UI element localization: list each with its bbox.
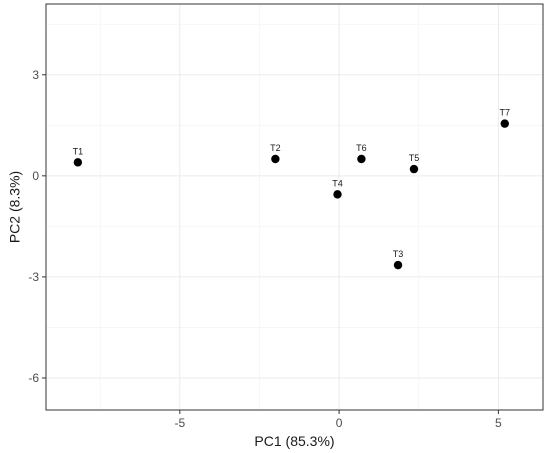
data-point-t7 (500, 119, 509, 128)
data-point-t6 (357, 154, 366, 164)
data-point-t5 (409, 164, 419, 174)
point-labels: T1 T2 T3 T4 T5 T6 T7 (73, 108, 510, 260)
y-tick-label: -3 (28, 270, 39, 284)
minor-gridlines (46, 4, 543, 410)
y-axis-title: PC2 (8.3%) (7, 171, 23, 243)
plot-panel (46, 4, 543, 410)
data-point-t2 (271, 154, 280, 164)
x-axis-title: PC1 (85.3%) (254, 433, 334, 449)
plot-border (45, 3, 544, 411)
data-points (73, 119, 509, 270)
y-tick-label: -6 (28, 371, 39, 385)
x-tick-label: 0 (336, 416, 343, 430)
y-tick-label: 0 (32, 169, 39, 183)
point-label-t6: T6 (356, 143, 367, 153)
data-point-t3 (393, 260, 403, 270)
point-label-t1: T1 (73, 146, 84, 156)
data-point-t1 (73, 158, 83, 167)
data-point-t4 (333, 190, 342, 199)
point-label-t5: T5 (409, 153, 420, 163)
x-tick-label: 5 (495, 416, 502, 430)
point-label-t4: T4 (332, 178, 343, 188)
axis-ticks (42, 74, 499, 414)
point-label-t7: T7 (500, 108, 511, 118)
point-label-t2: T2 (270, 143, 281, 153)
point-label-t3: T3 (393, 249, 404, 259)
y-tick-label: 3 (32, 68, 39, 82)
major-gridlines (46, 4, 543, 410)
tick-labels: -5 0 5 3 0 -3 -6 (28, 68, 502, 430)
x-tick-label: -5 (174, 416, 185, 430)
